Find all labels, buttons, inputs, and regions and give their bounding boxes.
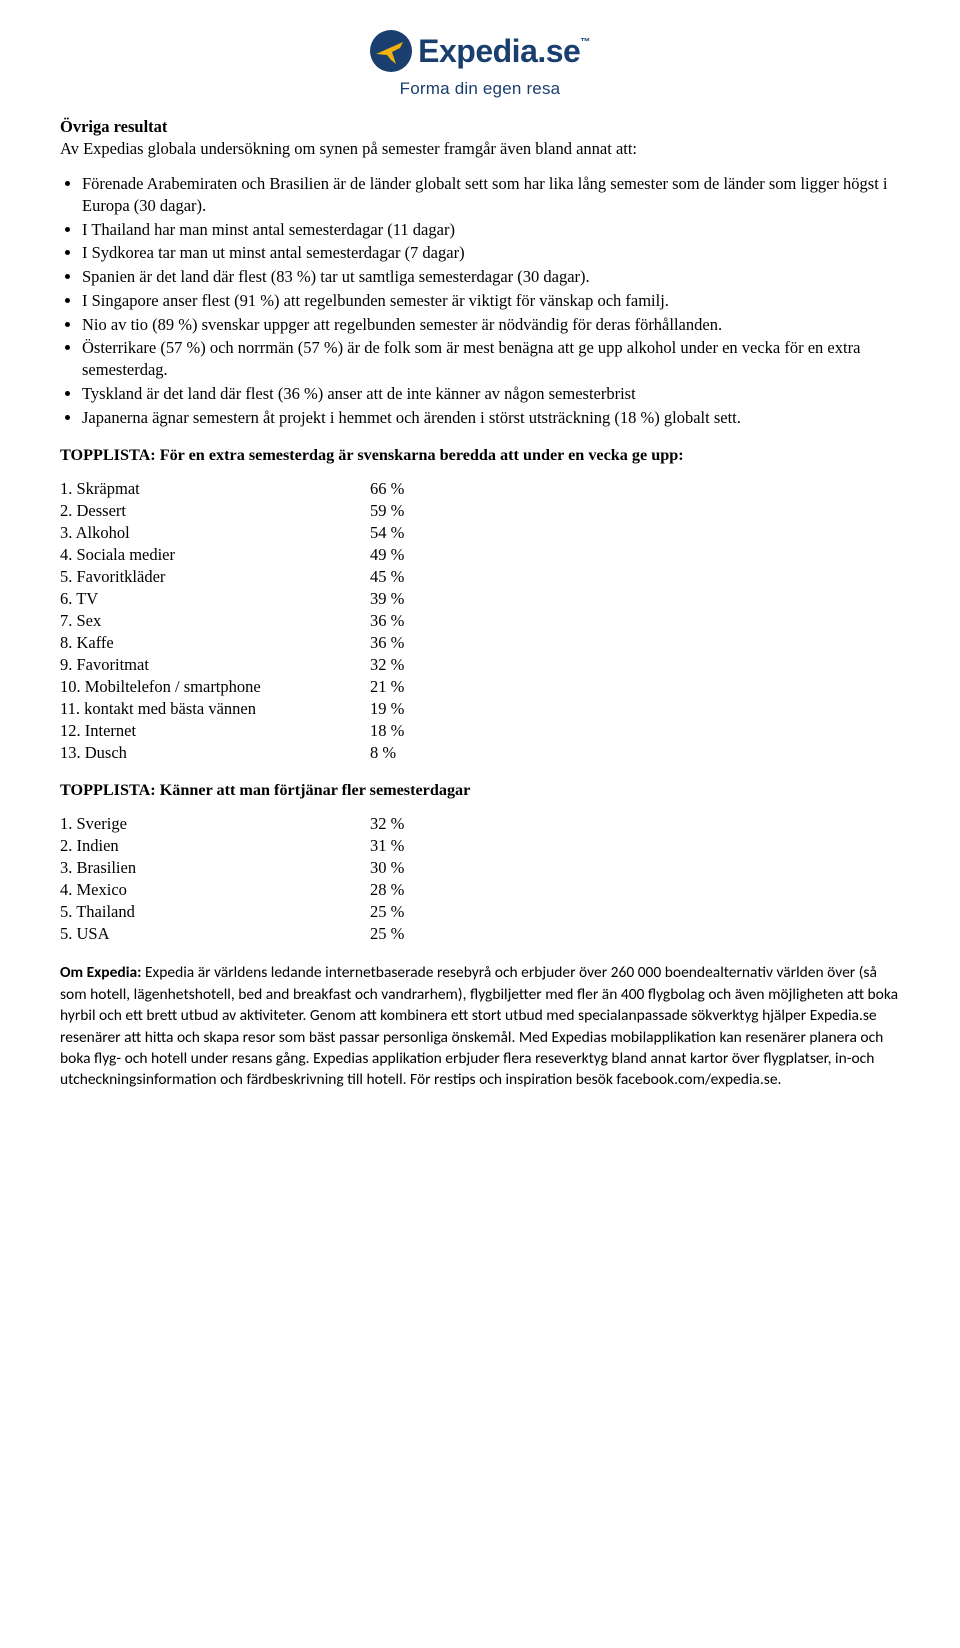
- row-label: 13. Dusch: [60, 743, 370, 765]
- row-label: 4. Mexico: [60, 880, 370, 902]
- row-value: 39 %: [370, 589, 450, 611]
- row-label: 3. Brasilien: [60, 858, 370, 880]
- table-row: 3. Alkohol54 %: [60, 523, 450, 545]
- row-label: 1. Skräpmat: [60, 479, 370, 501]
- results-bullet-list: Förenade Arabemiraten och Brasilien är d…: [60, 173, 900, 428]
- row-value: 21 %: [370, 677, 450, 699]
- table-row: 6. TV39 %: [60, 589, 450, 611]
- document-page: Expedia.se™ Forma din egen resa Övriga r…: [0, 0, 960, 1131]
- table-row: 1. Skräpmat66 %: [60, 479, 450, 501]
- row-label: 5. USA: [60, 924, 370, 946]
- table-row: 5. USA25 %: [60, 924, 450, 946]
- row-value: 66 %: [370, 479, 450, 501]
- row-value: 36 %: [370, 611, 450, 633]
- table-row: 1. Sverige32 %: [60, 814, 450, 836]
- table-row: 13. Dusch8 %: [60, 743, 450, 765]
- row-label: 2. Indien: [60, 836, 370, 858]
- about-paragraph: Om Expedia: Expedia är världens ledande …: [60, 962, 900, 1090]
- list-item: I Singapore anser flest (91 %) att regel…: [82, 290, 900, 312]
- row-value: 49 %: [370, 545, 450, 567]
- about-title: Om Expedia:: [60, 963, 145, 982]
- brand-logo-row: Expedia.se™: [370, 30, 590, 72]
- about-text: Expedia är världens ledande internetbase…: [60, 963, 898, 1089]
- table-row: 2. Dessert59 %: [60, 501, 450, 523]
- row-value: 19 %: [370, 699, 450, 721]
- row-label: 2. Dessert: [60, 501, 370, 523]
- toplist1-heading: TOPPLISTA: För en extra semesterdag är s…: [60, 446, 900, 465]
- table-row: 4. Mexico28 %: [60, 880, 450, 902]
- row-label: 10. Mobiltelefon / smartphone: [60, 677, 370, 699]
- table-row: 2. Indien31 %: [60, 836, 450, 858]
- expedia-plane-icon: [370, 30, 412, 72]
- table-row: 3. Brasilien30 %: [60, 858, 450, 880]
- toplist2-heading: TOPPLISTA: Känner att man förtjänar fler…: [60, 781, 900, 800]
- brand-tagline: Forma din egen resa: [60, 79, 900, 99]
- table-row: 9. Favoritmat32 %: [60, 655, 450, 677]
- table-row: 11. kontakt med bästa vännen19 %: [60, 699, 450, 721]
- results-heading: Övriga resultat: [60, 117, 900, 137]
- table-row: 7. Sex36 %: [60, 611, 450, 633]
- list-item: Österrikare (57 %) och norrmän (57 %) är…: [82, 337, 900, 381]
- table-row: 5. Thailand25 %: [60, 902, 450, 924]
- table-row: 8. Kaffe36 %: [60, 633, 450, 655]
- list-item: I Sydkorea tar man ut minst antal semest…: [82, 242, 900, 264]
- row-label: 11. kontakt med bästa vännen: [60, 699, 370, 721]
- row-value: 31 %: [370, 836, 450, 858]
- row-label: 3. Alkohol: [60, 523, 370, 545]
- table-row: 4. Sociala medier49 %: [60, 545, 450, 567]
- table-row: 12. Internet18 %: [60, 721, 450, 743]
- brand-name: Expedia.se™: [418, 33, 590, 70]
- row-label: 5. Thailand: [60, 902, 370, 924]
- list-item: Nio av tio (89 %) svenskar uppger att re…: [82, 314, 900, 336]
- row-value: 45 %: [370, 567, 450, 589]
- toplist2-table: 1. Sverige32 %2. Indien31 %3. Brasilien3…: [60, 814, 450, 946]
- list-item: I Thailand har man minst antal semesterd…: [82, 219, 900, 241]
- brand-header: Expedia.se™ Forma din egen resa: [60, 30, 900, 99]
- row-label: 4. Sociala medier: [60, 545, 370, 567]
- row-value: 8 %: [370, 743, 450, 765]
- results-intro: Av Expedias globala undersökning om syne…: [60, 139, 900, 159]
- row-value: 59 %: [370, 501, 450, 523]
- row-value: 36 %: [370, 633, 450, 655]
- row-value: 18 %: [370, 721, 450, 743]
- row-value: 54 %: [370, 523, 450, 545]
- row-label: 8. Kaffe: [60, 633, 370, 655]
- row-value: 32 %: [370, 814, 450, 836]
- list-item: Spanien är det land där flest (83 %) tar…: [82, 266, 900, 288]
- row-label: 1. Sverige: [60, 814, 370, 836]
- row-value: 30 %: [370, 858, 450, 880]
- table-row: 10. Mobiltelefon / smartphone21 %: [60, 677, 450, 699]
- row-value: 25 %: [370, 924, 450, 946]
- row-value: 32 %: [370, 655, 450, 677]
- list-item: Tyskland är det land där flest (36 %) an…: [82, 383, 900, 405]
- row-label: 6. TV: [60, 589, 370, 611]
- list-item: Förenade Arabemiraten och Brasilien är d…: [82, 173, 900, 217]
- row-label: 7. Sex: [60, 611, 370, 633]
- table-row: 5. Favoritkläder45 %: [60, 567, 450, 589]
- toplist1-table: 1. Skräpmat66 %2. Dessert59 %3. Alkohol5…: [60, 479, 450, 765]
- row-value: 25 %: [370, 902, 450, 924]
- row-label: 9. Favoritmat: [60, 655, 370, 677]
- list-item: Japanerna ägnar semestern åt projekt i h…: [82, 407, 900, 429]
- row-label: 12. Internet: [60, 721, 370, 743]
- row-label: 5. Favoritkläder: [60, 567, 370, 589]
- row-value: 28 %: [370, 880, 450, 902]
